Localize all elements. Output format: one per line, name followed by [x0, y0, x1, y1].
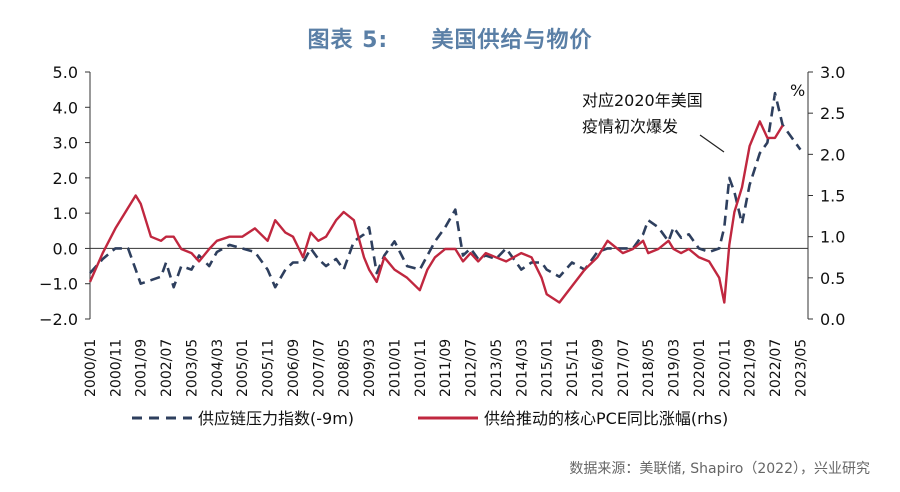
annotation: 对应2020年美国 疫情初次爆发: [582, 91, 725, 153]
right-tick-label: 0.0: [820, 310, 845, 329]
left-tick-label: −1.0: [39, 275, 78, 294]
x-tick-label: 2016/09: [590, 339, 606, 397]
series-line-core-pce: [88, 120, 784, 304]
legend-label-supply-chain: 供应链压力指数(-9m): [198, 409, 354, 428]
x-tick-label: 2005/01: [235, 339, 251, 397]
x-tick-label: 2008/05: [337, 339, 353, 397]
x-tick-label: 2013/05: [489, 339, 505, 397]
x-tick-label: 2002/07: [159, 339, 175, 397]
right-tick-label: 0.5: [820, 269, 845, 288]
x-tick-label: 2015/11: [565, 339, 581, 397]
x-tick-label: 2023/05: [793, 339, 809, 397]
x-tick-label: 2015/01: [540, 339, 556, 397]
legend-label-core-pce: 供给推动的核心PCE同比涨幅(rhs): [484, 409, 728, 428]
x-tick-label: 2012/07: [464, 339, 480, 397]
x-tick-label: 2020/01: [692, 339, 708, 397]
left-tick-label: 0.0: [53, 239, 78, 258]
left-tick-label: 5.0: [53, 63, 78, 82]
x-tick-label: 2005/11: [261, 339, 277, 397]
legend: 供应链压力指数(-9m) 供给推动的核心PCE同比涨幅(rhs): [132, 409, 728, 428]
left-tick-label: −2.0: [39, 310, 78, 329]
x-tick-label: 2010/11: [413, 339, 429, 397]
x-tick-label: 2007/07: [311, 339, 327, 397]
x-tick-label: 2018/05: [641, 339, 657, 397]
x-tick-label: 2000/01: [83, 339, 99, 397]
annotation-line1: 对应2020年美国: [582, 91, 703, 110]
source-note: 数据来源：美联储, Shapiro（2022），兴业研究: [569, 461, 870, 477]
x-tick-label: 2011/09: [438, 339, 454, 397]
x-tick-label: 2006/09: [286, 339, 302, 397]
left-tick-label: 1.0: [53, 204, 78, 223]
x-tick-label: 2010/01: [387, 339, 403, 397]
x-tick-label: 2019/03: [667, 339, 683, 397]
right-tick-label: 2.0: [820, 145, 845, 164]
right-tick-label: 1.0: [820, 228, 845, 247]
x-tick-label: 2004/03: [210, 339, 226, 397]
x-tick-label: 2001/09: [134, 339, 150, 397]
left-tick-label: 4.0: [53, 98, 78, 117]
series-line-supply-chain: [89, 91, 802, 289]
title-prefix: 图表 5:: [307, 28, 389, 53]
right-axis-unit: %: [790, 81, 805, 100]
left-tick-label: 3.0: [53, 134, 78, 153]
annotation-pointer: [699, 134, 725, 153]
right-tick-label: 3.0: [820, 63, 845, 82]
left-tick-label: 2.0: [53, 169, 78, 188]
x-tick-label: 2003/05: [184, 339, 200, 397]
x-tick-label: 2021/09: [743, 339, 759, 397]
right-tick-label: 2.5: [820, 104, 845, 123]
title-main: 美国供给与物价: [431, 28, 593, 53]
series-layer: [88, 91, 802, 304]
x-tick-label: 2009/03: [362, 339, 378, 397]
x-tick-label: 2014/03: [514, 339, 530, 397]
x-tick-label: 2020/11: [717, 339, 733, 397]
annotation-line2: 疫情初次爆发: [582, 117, 678, 136]
chart-title: 图表 5: 美国供给与物价: [0, 22, 900, 54]
x-tick-label: 2017/07: [616, 339, 632, 397]
x-tick-label: 2000/11: [108, 339, 124, 397]
axes: 5.0 4.0 3.0 2.0 1.0 0.0 −1.0 −2.0 3.0 2.5 2.0 1.5 1.…: [39, 63, 845, 397]
x-tick-label: 2022/07: [768, 339, 784, 397]
right-tick-label: 1.5: [820, 187, 845, 206]
